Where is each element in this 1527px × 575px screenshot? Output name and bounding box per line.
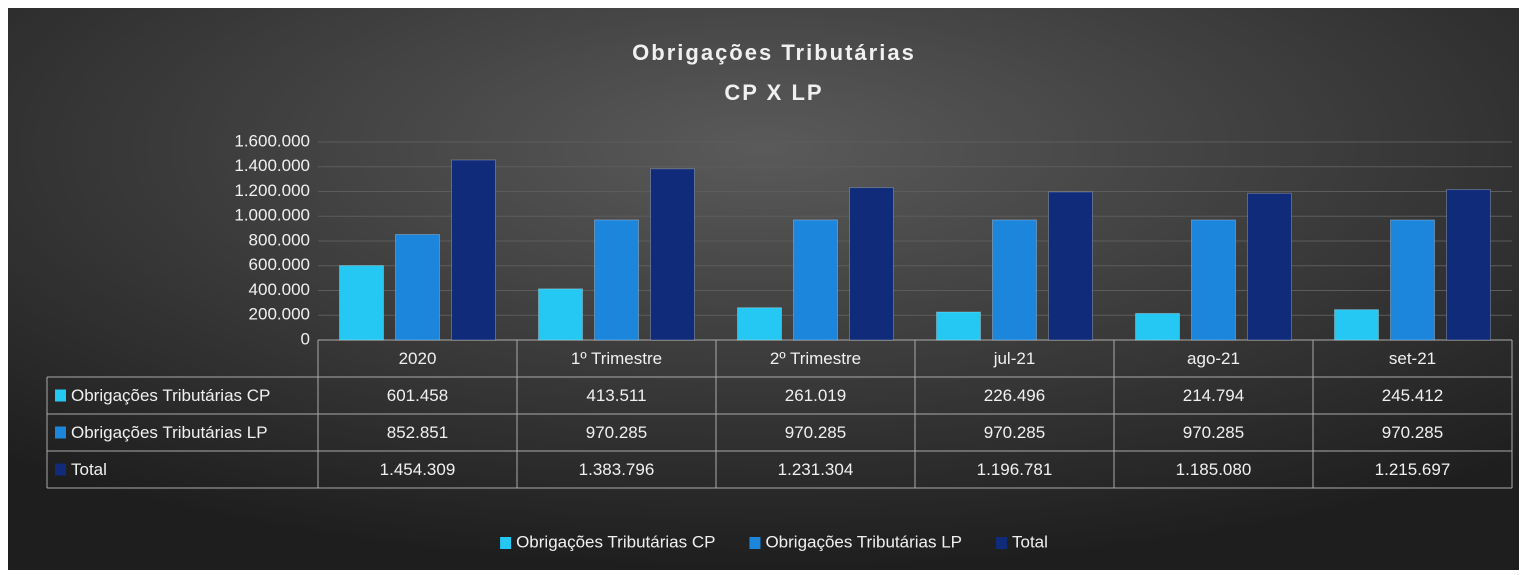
table-cell: 1.215.697 xyxy=(1375,460,1451,479)
table-cell: 1.185.080 xyxy=(1176,460,1252,479)
y-tick-label: 400.000 xyxy=(249,280,310,299)
legend-key xyxy=(749,537,761,549)
table-legend-key xyxy=(55,426,66,439)
bar xyxy=(1446,189,1491,341)
bar xyxy=(1048,191,1093,341)
bar xyxy=(737,307,782,341)
x-tick-label: ago-21 xyxy=(1187,349,1240,368)
x-tick-label: set-21 xyxy=(1389,349,1436,368)
table-cell: 214.794 xyxy=(1183,386,1244,405)
x-tick-label: 2020 xyxy=(399,349,437,368)
table-cell: 852.851 xyxy=(387,423,448,442)
table-cell: 970.285 xyxy=(1382,423,1443,442)
bar xyxy=(1247,192,1292,341)
legend-key xyxy=(500,537,512,549)
table-row-label: Obrigações Tributárias LP xyxy=(71,423,268,442)
bar xyxy=(793,219,838,341)
bar xyxy=(849,187,894,341)
bar xyxy=(339,265,384,341)
bar xyxy=(395,233,440,341)
table-cell: 226.496 xyxy=(984,386,1045,405)
bar xyxy=(936,311,981,341)
bar xyxy=(650,168,695,341)
y-tick-label: 1.600.000 xyxy=(234,131,310,150)
table-cell: 1.383.796 xyxy=(579,460,655,479)
table-cell: 970.285 xyxy=(785,423,846,442)
legend-label: Obrigações Tributárias CP xyxy=(516,532,715,551)
y-tick-label: 1.200.000 xyxy=(234,181,310,200)
table-cell: 970.285 xyxy=(586,423,647,442)
table-cell: 601.458 xyxy=(387,386,448,405)
bar xyxy=(594,219,639,341)
y-tick-label: 0 xyxy=(301,329,310,348)
table-cell: 1.231.304 xyxy=(778,460,854,479)
table-cell: 970.285 xyxy=(984,423,1045,442)
table-cell: 261.019 xyxy=(785,386,846,405)
y-tick-label: 1.400.000 xyxy=(234,156,310,175)
table-cell: 1.196.781 xyxy=(977,460,1053,479)
bar xyxy=(1135,312,1180,341)
chart-subtitle: CP X LP xyxy=(724,80,823,105)
bar xyxy=(1191,219,1236,341)
chart-title: Obrigações Tributárias xyxy=(632,40,916,65)
table-row-label: Obrigações Tributárias CP xyxy=(71,386,270,405)
table-legend-key xyxy=(55,463,66,476)
y-tick-label: 600.000 xyxy=(249,255,310,274)
bar xyxy=(1334,309,1379,341)
x-tick-label: 1º Trimestre xyxy=(571,349,662,368)
bar xyxy=(1390,219,1435,341)
bar xyxy=(992,219,1037,341)
y-tick-label: 200.000 xyxy=(249,305,310,324)
x-tick-label: jul-21 xyxy=(993,349,1036,368)
table-legend-key xyxy=(55,389,66,402)
table-cell: 1.454.309 xyxy=(380,460,456,479)
legend-label: Total xyxy=(1012,532,1048,551)
bar xyxy=(451,159,496,341)
table-cell: 970.285 xyxy=(1183,423,1244,442)
bar xyxy=(538,288,583,341)
x-tick-label: 2º Trimestre xyxy=(770,349,861,368)
legend-key xyxy=(996,537,1007,549)
table-row-label: Total xyxy=(71,460,107,479)
legend-label: Obrigações Tributárias LP xyxy=(765,532,962,551)
y-tick-label: 1.000.000 xyxy=(234,206,310,225)
y-tick-label: 800.000 xyxy=(249,230,310,249)
table-cell: 413.511 xyxy=(586,386,646,405)
table-cell: 245.412 xyxy=(1382,386,1443,405)
